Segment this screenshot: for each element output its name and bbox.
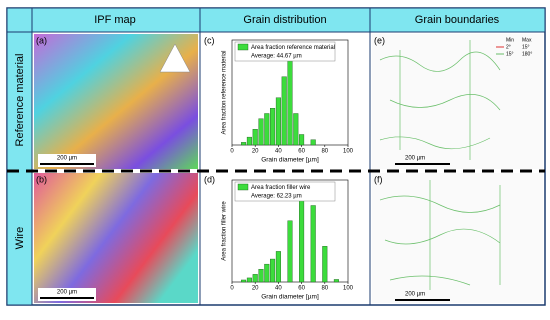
x-tick-label: 20 xyxy=(252,286,259,292)
panel-label: (f) xyxy=(374,174,383,184)
panel-label: (b) xyxy=(36,174,47,184)
x-tick-label: 0 xyxy=(230,149,234,155)
bar xyxy=(241,142,247,146)
bar xyxy=(252,274,258,283)
panel-label: (a) xyxy=(36,35,47,45)
bar xyxy=(252,129,258,146)
legend-text: 15° xyxy=(506,51,514,57)
bar xyxy=(264,113,270,146)
row-header: Reference material xyxy=(14,54,26,147)
row-band xyxy=(6,31,33,306)
legend-swatch xyxy=(237,183,249,191)
row-header: Wire xyxy=(14,227,26,250)
bar xyxy=(241,279,247,283)
bar xyxy=(246,277,252,283)
x-tick-label: 60 xyxy=(298,149,305,155)
x-axis-label: Grain diameter [µm] xyxy=(261,294,319,301)
x-tick-label: 0 xyxy=(230,286,234,292)
bar xyxy=(293,113,299,146)
legend-swatch xyxy=(237,43,249,51)
bar xyxy=(258,269,264,283)
boundary-map xyxy=(372,173,543,303)
column-header: Grain distribution xyxy=(243,14,326,26)
legend-header: Min xyxy=(506,37,514,43)
legend-text: Area fraction filler wire xyxy=(251,185,311,191)
bar xyxy=(299,200,305,283)
legend-header: Max xyxy=(522,37,532,43)
x-tick-label: 40 xyxy=(275,286,282,292)
y-axis-label: Area fraction reference material xyxy=(222,50,228,134)
bar xyxy=(270,258,276,283)
scale-label: 200 µm xyxy=(57,156,77,162)
bar xyxy=(275,97,281,146)
annotation: Average: 62.23 µm xyxy=(251,194,302,200)
x-tick-label: 100 xyxy=(343,149,354,155)
scale-label: 200 µm xyxy=(405,156,425,162)
y-axis-label: Area fraction filler wire xyxy=(222,201,228,261)
bar xyxy=(287,60,293,146)
header-band xyxy=(6,7,546,33)
bar xyxy=(270,108,276,146)
bar xyxy=(310,139,316,146)
x-tick-label: 20 xyxy=(252,149,259,155)
annotation: Average: 44.67 µm xyxy=(251,54,302,60)
bar xyxy=(246,136,252,146)
legend-text: 15° xyxy=(522,44,530,50)
column-header: Grain boundaries xyxy=(415,14,500,26)
panel-label: (d) xyxy=(204,174,215,184)
legend-text: Area fraction reference material xyxy=(251,45,335,51)
bar xyxy=(258,118,264,146)
bar xyxy=(281,76,287,146)
panel-label: (e) xyxy=(374,35,385,45)
x-tick-label: 100 xyxy=(343,286,354,292)
bar xyxy=(264,263,270,283)
ipf-key xyxy=(159,43,191,73)
bar xyxy=(275,251,281,283)
x-tick-label: 80 xyxy=(321,286,328,292)
x-tick-label: 80 xyxy=(321,149,328,155)
x-tick-label: 40 xyxy=(275,149,282,155)
legend-text: 2° xyxy=(506,44,511,50)
legend-text: 180° xyxy=(522,51,532,57)
ipf-map xyxy=(34,173,198,303)
x-axis-label: Grain diameter [µm] xyxy=(261,157,319,164)
bar xyxy=(322,246,328,283)
x-tick-label: 60 xyxy=(298,286,305,292)
bar xyxy=(310,205,316,283)
legend-box xyxy=(234,181,336,202)
legend-box xyxy=(234,41,336,62)
scale-label: 200 µm xyxy=(57,290,77,296)
grain-boundaries xyxy=(379,40,501,290)
bar xyxy=(287,220,293,283)
panel-label: (c) xyxy=(204,35,215,45)
bar xyxy=(299,134,305,146)
column-header: IPF map xyxy=(94,14,136,26)
bar xyxy=(333,279,339,283)
scale-label: 200 µm xyxy=(405,292,425,298)
